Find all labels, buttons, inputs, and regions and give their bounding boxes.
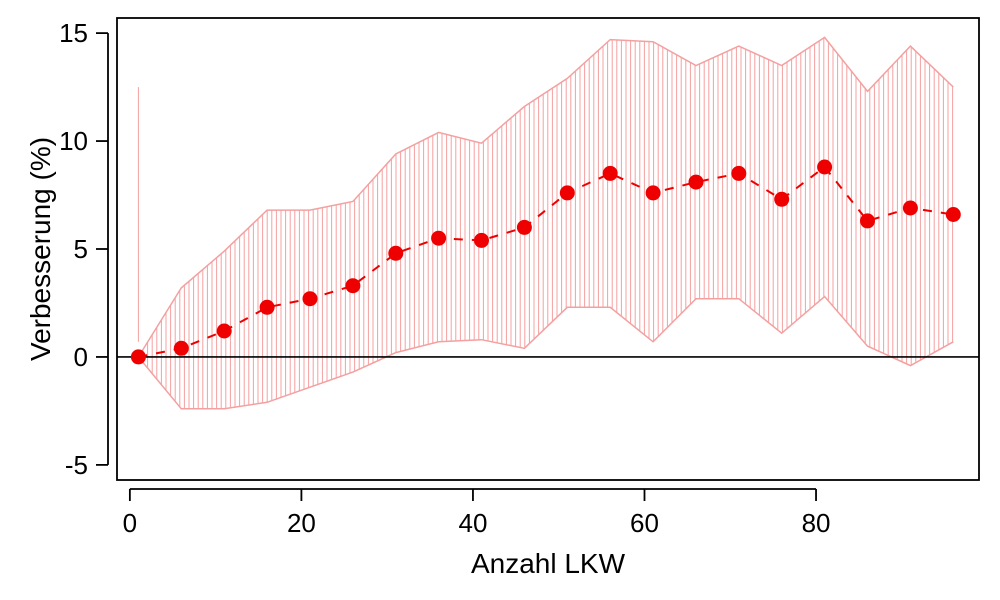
y-axis: -5 0 5 10 15 xyxy=(59,18,109,480)
x-tick-label: 20 xyxy=(287,508,316,538)
confidence-band xyxy=(137,36,954,410)
data-point xyxy=(774,191,790,207)
y-axis-title: Verbesserung (%) xyxy=(25,137,56,361)
data-point xyxy=(945,207,961,222)
data-point xyxy=(902,200,918,216)
x-axis: 0 20 40 60 80 xyxy=(123,488,831,538)
y-tick-label: 0 xyxy=(74,342,88,372)
data-point xyxy=(602,165,618,181)
band-upper-edge xyxy=(137,36,954,358)
data-point xyxy=(688,174,704,190)
x-tick-label: 80 xyxy=(802,508,831,538)
data-point xyxy=(516,219,532,235)
plot-frame xyxy=(116,17,980,481)
data-point xyxy=(345,278,361,294)
data-point xyxy=(817,159,833,175)
x-axis-title: Anzahl LKW xyxy=(471,548,626,579)
y-tick-label: 5 xyxy=(74,234,88,264)
y-tick-label: 15 xyxy=(59,18,88,48)
data-point xyxy=(431,230,447,246)
data-point xyxy=(173,340,189,356)
x-tick-label: 60 xyxy=(630,508,659,538)
data-point xyxy=(130,349,146,365)
y-tick-label: -5 xyxy=(65,450,88,480)
data-point xyxy=(302,291,318,307)
x-tick-label: 0 xyxy=(123,508,137,538)
data-point xyxy=(474,232,489,248)
data-point xyxy=(731,165,747,181)
series-layer xyxy=(130,159,961,365)
data-point xyxy=(216,323,232,339)
data-point xyxy=(259,299,275,315)
data-point xyxy=(388,245,404,261)
data-point xyxy=(645,185,661,201)
band-lower-edge xyxy=(137,295,954,410)
x-tick-label: 40 xyxy=(458,508,487,538)
y-tick-label: 10 xyxy=(59,126,88,156)
data-point xyxy=(860,213,875,229)
data-point xyxy=(559,185,575,201)
